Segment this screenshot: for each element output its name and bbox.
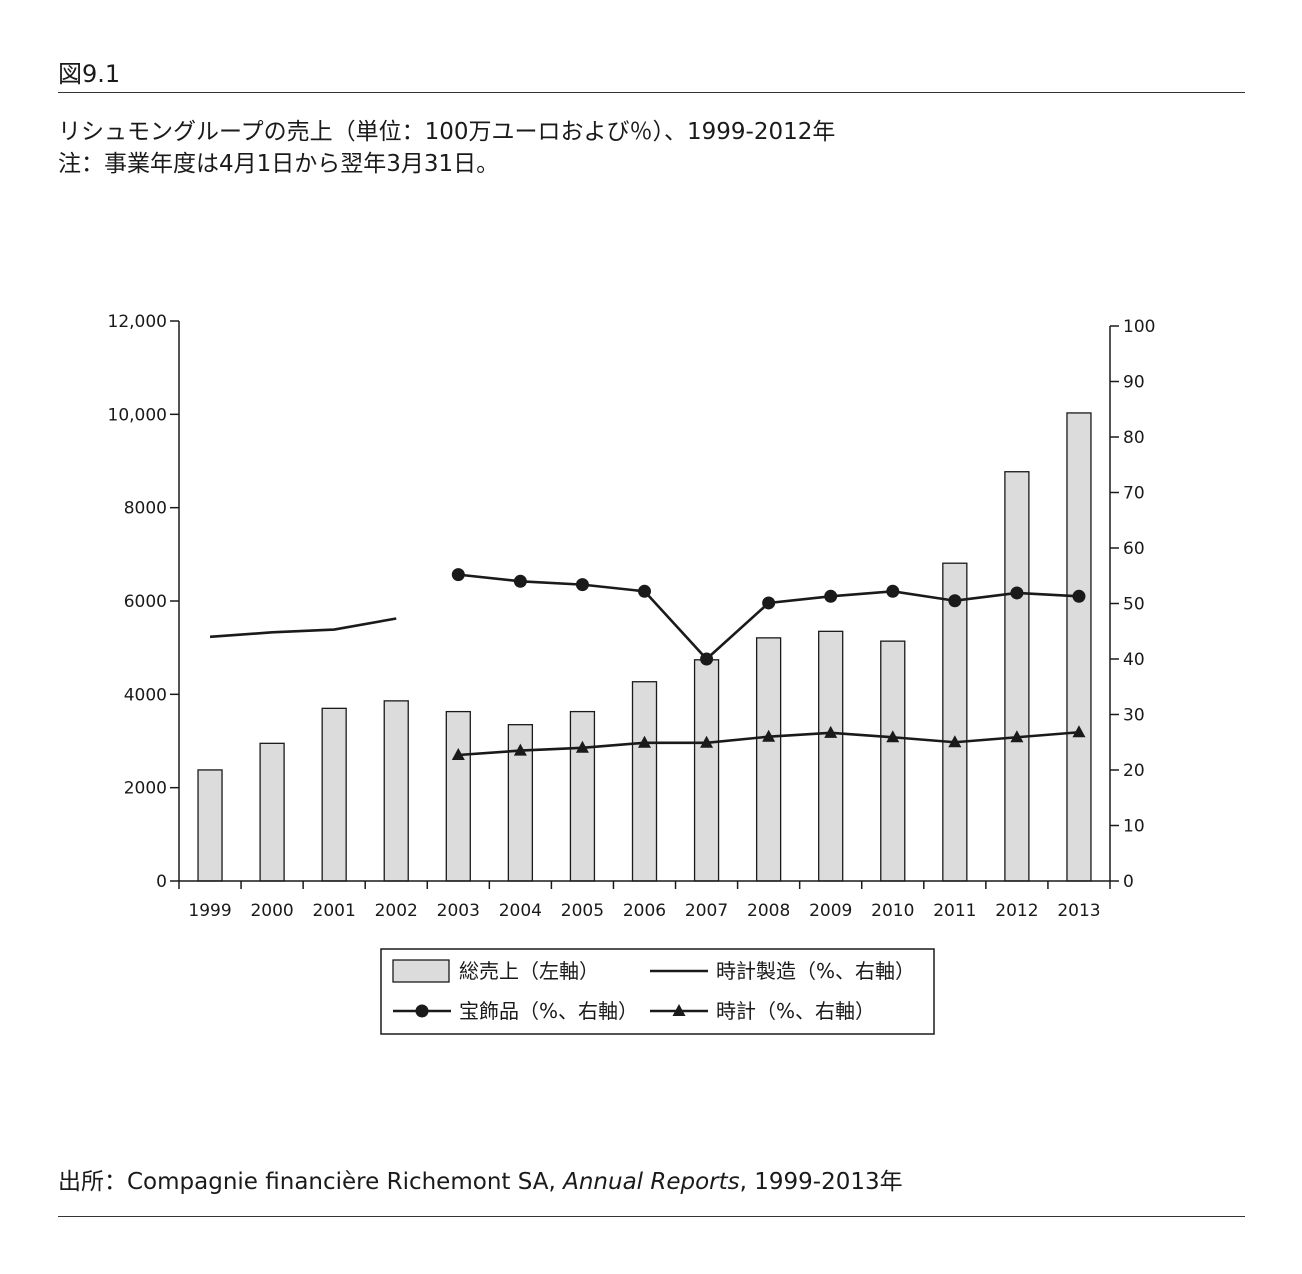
bars-group	[197, 412, 1092, 882]
x-tick-label: 2009	[809, 901, 852, 921]
legend: 総売上（左軸） 時計製造（%、右軸） 宝飾品（%、右軸） 時計（%、右軸）	[380, 948, 935, 1035]
left-tick-label: 0	[156, 872, 167, 892]
x-tick-label: 1999	[188, 901, 231, 921]
point-triangle-2009	[824, 725, 838, 738]
point-triangle-2004	[513, 743, 527, 756]
legend-swatch-bar	[392, 959, 450, 983]
caption-title: リシュモングループの売上（単位：100万ユーロおよび％）、1999-2012年	[58, 119, 836, 145]
point-circle-2003	[451, 568, 465, 582]
right-tick-label: 20	[1123, 761, 1145, 781]
legend-label-4: 時計（%、右軸）	[716, 999, 875, 1023]
bar-2007	[693, 659, 720, 882]
source-italic: Annual Reports	[563, 1169, 740, 1195]
caption-note: 注：事業年度は4月1日から翌年3月31日。	[58, 151, 500, 177]
axes-group: 0 2000 4000 6000 8000 10,000 12,000 0 10 20 30 40 50…	[108, 312, 1156, 921]
point-triangle-2011	[948, 735, 962, 748]
x-tick-label: 2000	[250, 901, 293, 921]
right-tick-label: 30	[1123, 706, 1145, 726]
right-tick-label: 50	[1123, 595, 1145, 615]
right-tick-label: 0	[1123, 872, 1134, 892]
x-tick-label: 2008	[747, 901, 790, 921]
point-circle-2005	[575, 578, 589, 592]
point-triangle-2006	[638, 735, 651, 748]
bar-2005	[569, 710, 596, 882]
left-tick-label: 6000	[124, 592, 167, 612]
source-prefix: 出所：Compagnie financière Richemont SA,	[58, 1169, 564, 1195]
left-tick-label: 2000	[124, 779, 167, 799]
point-circle-2007	[700, 652, 714, 666]
x-tick-label: 2006	[623, 901, 666, 921]
x-tick-label: 2007	[685, 901, 728, 921]
x-tick-label: 2004	[499, 901, 542, 921]
right-tick-label: 10	[1123, 817, 1145, 837]
x-tick-label: 2011	[933, 901, 976, 921]
point-circle-2004	[513, 574, 527, 588]
legend-swatch-marker	[415, 1004, 429, 1018]
left-tick-label: 4000	[124, 685, 167, 705]
x-tick-label: 2001	[313, 901, 356, 921]
bar-2011	[942, 562, 968, 882]
source-note: 出所：Compagnie financière Richemont SA, An…	[58, 1162, 903, 1196]
bar-2013	[1066, 412, 1092, 882]
x-tick-label: 2002	[375, 901, 418, 921]
series-line-1	[209, 617, 397, 639]
figure-caption: リシュモングループの売上（単位：100万ユーロおよび％）、1999-2012年 …	[58, 116, 835, 180]
bar-1999	[197, 769, 223, 882]
right-tick-label: 90	[1123, 373, 1145, 393]
bar-2008	[755, 637, 782, 882]
point-circle-2008	[762, 596, 776, 610]
x-tick-label: 2013	[1057, 901, 1100, 921]
legend-label-3: 宝飾品（%、右軸）	[459, 999, 638, 1023]
point-circle-2013	[1072, 589, 1086, 603]
bar-2002	[383, 700, 409, 882]
bar-2010	[880, 640, 906, 882]
bar-2000	[259, 742, 285, 882]
point-circle-2006	[638, 584, 651, 598]
source-suffix: , 1999-2013年	[739, 1169, 903, 1195]
figure-label: 図9.1	[58, 60, 121, 88]
bar-2012	[1004, 471, 1030, 882]
left-tick-label: 8000	[124, 499, 167, 519]
lines-group	[209, 568, 1086, 761]
point-circle-2011	[948, 594, 962, 608]
point-triangle-2005	[575, 740, 589, 753]
point-triangle-2003	[451, 748, 465, 761]
point-triangle-2010	[886, 730, 900, 743]
point-triangle-2008	[762, 729, 776, 742]
point-triangle-2007	[700, 735, 714, 748]
bar-2001	[321, 707, 347, 882]
point-circle-2010	[886, 584, 900, 598]
right-tick-label: 80	[1123, 428, 1145, 448]
x-tick-label: 2012	[995, 901, 1038, 921]
x-tick-label: 2010	[871, 901, 914, 921]
x-tick-label: 2003	[437, 901, 480, 921]
right-tick-label: 100	[1123, 317, 1155, 337]
top-divider	[58, 92, 1245, 93]
legend-swatch-marker	[672, 1004, 686, 1016]
left-tick-label: 12,000	[108, 312, 167, 332]
right-tick-label: 40	[1123, 650, 1145, 670]
bottom-divider	[58, 1216, 1245, 1217]
right-tick-label: 70	[1123, 484, 1145, 504]
legend-box	[380, 948, 935, 1035]
point-triangle-2012	[1010, 730, 1024, 743]
bar-2009	[818, 630, 844, 882]
point-triangle-2013	[1072, 725, 1086, 738]
left-tick-label: 10,000	[108, 405, 167, 425]
legend-label-2: 時計製造（%、右軸）	[716, 959, 915, 983]
bar-2003	[445, 710, 471, 882]
bar-2006	[631, 681, 658, 882]
point-circle-2012	[1010, 586, 1024, 600]
legend-label-1: 総売上（左軸）	[459, 959, 599, 983]
x-tick-label: 2005	[561, 901, 604, 921]
right-tick-label: 60	[1123, 539, 1145, 559]
point-circle-2009	[824, 589, 838, 603]
